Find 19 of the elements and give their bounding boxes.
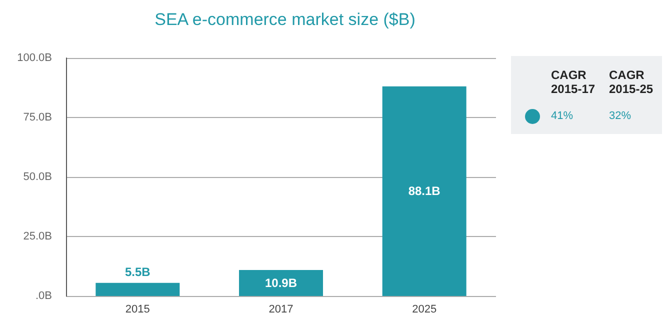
data-label: 10.9B <box>264 276 298 290</box>
text: CAGR 2015-17 <box>551 68 596 96</box>
text: 32% <box>609 110 632 122</box>
bar <box>382 86 466 296</box>
text: CAGR 2015-25 <box>609 68 654 96</box>
bar <box>239 270 323 296</box>
x-tick-label: 2017 <box>268 304 294 316</box>
x-tick-label: 2025 <box>412 304 437 316</box>
y-tick-label: 75.0B <box>23 112 52 124</box>
text: 41% <box>551 110 574 122</box>
y-tick-label: 25.0B <box>23 230 52 242</box>
y-tick-label: 50.0B <box>23 171 52 183</box>
x-tick-label: 2015 <box>125 304 150 316</box>
y-tick-label: .0B <box>35 290 52 302</box>
data-label: 88.1B <box>408 184 441 198</box>
chart-title: SEA e-commerce market size ($B) <box>154 10 416 29</box>
y-tick-label: 100.0B <box>17 52 52 64</box>
bar <box>96 282 180 296</box>
data-label: 5.5B <box>124 264 151 279</box>
